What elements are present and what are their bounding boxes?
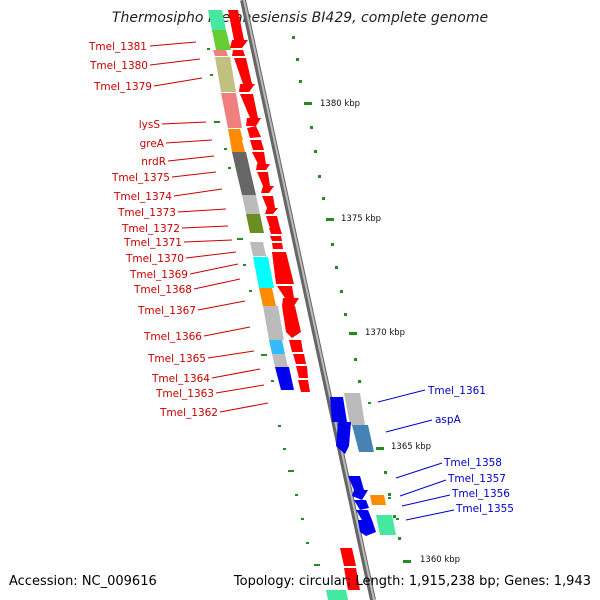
scale-label: 1375 kbp (341, 214, 381, 224)
gene-label-left: Tmel_1375 (111, 172, 170, 184)
gene-label-left: greA (140, 138, 165, 150)
gene-label-left: Tmel_1372 (121, 223, 180, 235)
gene-label-left: nrdR (141, 156, 166, 168)
forward-strand-genes (330, 397, 376, 536)
scale-label: 1380 kbp (320, 99, 360, 109)
gene-label-left: Tmel_1362 (159, 407, 218, 419)
gene-label-left: Tmel_1371 (123, 237, 182, 249)
scale-ticks (207, 36, 411, 566)
gene-label-left: Tmel_1381 (88, 41, 147, 53)
gene-label-right: Tmel_1357 (447, 473, 506, 485)
scale-labels: 1380 kbp 1375 kbp 1370 kbp 1365 kbp 1360… (320, 99, 460, 565)
gene-label-left: lysS (139, 119, 161, 131)
map-title: Thermosipho melanesiensis BI429, complet… (111, 10, 489, 26)
gene-label-left: Tmel_1370 (125, 253, 184, 265)
gene-label-left: Tmel_1366 (143, 331, 202, 343)
gene-label-right: Tmel_1358 (443, 457, 502, 469)
gene-label-left: Tmel_1374 (113, 191, 172, 203)
gene-label-left: Tmel_1364 (151, 373, 210, 385)
scale-label: 1370 kbp (365, 328, 405, 338)
gene-label-right: Tmel_1361 (427, 385, 486, 397)
gene-label-left: Tmel_1379 (93, 81, 152, 93)
gene-label-left: Tmel_1368 (133, 284, 192, 296)
genome-summary-text: Topology: circular; Length: 1,915,238 bp… (233, 574, 591, 589)
gene-label-left: Tmel_1373 (117, 207, 176, 219)
gene-label-left: Tmel_1369 (129, 269, 188, 281)
reverse-strand-genes (228, 10, 360, 590)
accession-text: Accession: NC_009616 (9, 574, 157, 589)
left-leader-lines (149, 41, 269, 413)
left-gene-labels: Tmel_1381 Tmel_1380 Tmel_1379 lysS greA … (88, 41, 218, 419)
right-leader-lines (377, 389, 455, 521)
gene-label-right: aspA (435, 414, 462, 426)
scale-label: 1365 kbp (391, 442, 431, 452)
gene-label-left: Tmel_1363 (155, 388, 214, 400)
chromosome-backbone (240, 0, 376, 600)
right-gene-labels: Tmel_1361 aspA Tmel_1358 Tmel_1357 Tmel_… (427, 385, 514, 515)
gene-label-left: Tmel_1367 (137, 305, 196, 317)
cog-category-column (208, 10, 396, 600)
gene-label-left: Tmel_1380 (89, 60, 148, 72)
gene-label-right: Tmel_1355 (455, 503, 514, 515)
scale-label: 1360 kbp (420, 555, 460, 565)
gene-label-right: Tmel_1356 (451, 488, 510, 500)
gene-label-left: Tmel_1365 (147, 353, 206, 365)
